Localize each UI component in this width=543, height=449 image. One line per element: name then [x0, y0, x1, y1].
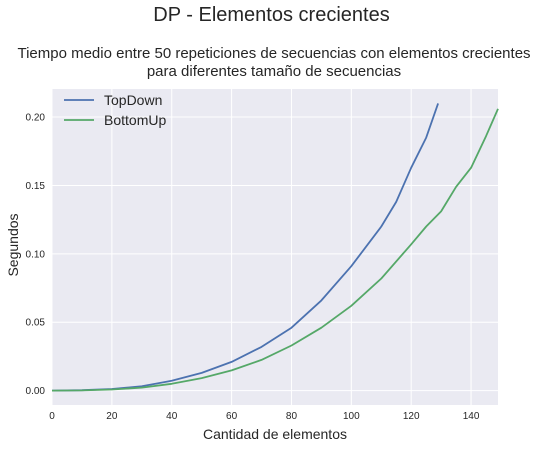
y-tick-label: 0.00 — [26, 386, 46, 397]
x-axis-ticks: 0 20 40 60 80 100 120 140 — [49, 411, 480, 422]
y-axis-ticks: 0.00 0.05 0.10 0.15 0.20 — [26, 113, 46, 398]
grid-lines — [51, 89, 498, 405]
y-axis-label: Segundos — [5, 213, 21, 276]
x-tick-label: 120 — [403, 411, 420, 422]
y-tick-label: 0.10 — [26, 249, 46, 260]
x-tick-label: 80 — [286, 411, 298, 422]
y-tick-label: 0.15 — [26, 181, 46, 192]
figure-title: DP - Elementos crecientes — [153, 4, 390, 26]
x-tick-label: 0 — [49, 411, 55, 422]
plot-area — [52, 89, 498, 405]
legend-label-topdown: TopDown — [104, 92, 162, 108]
chart-title-line-2: para diferentes tamaño de secuencias — [147, 63, 401, 80]
series-line-bottomup — [51, 108, 499, 392]
x-tick-label: 140 — [463, 411, 480, 422]
y-tick-label: 0.20 — [26, 113, 46, 124]
series-lines — [51, 103, 499, 392]
y-tick-label: 0.05 — [26, 318, 46, 329]
legend-label-bottomup: BottomUp — [104, 112, 166, 128]
x-tick-label: 100 — [343, 411, 360, 422]
x-tick-label: 60 — [226, 411, 238, 422]
x-tick-label: 20 — [106, 411, 118, 422]
x-tick-label: 40 — [166, 411, 178, 422]
legend: TopDown BottomUp — [64, 92, 166, 128]
chart-title-line-1: Tiempo medio entre 50 repeticiones de se… — [17, 45, 530, 62]
x-axis-label: Cantidad de elementos — [203, 426, 347, 442]
chart-title: Tiempo medio entre 50 repeticiones de se… — [17, 45, 530, 80]
